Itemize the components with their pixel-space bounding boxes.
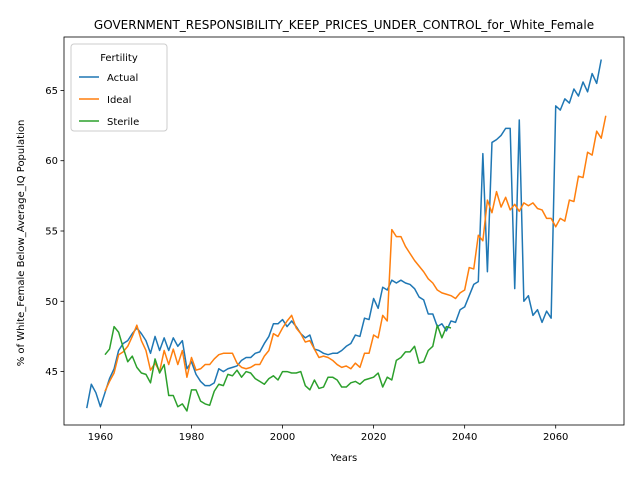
x-tick-label: 2060	[543, 432, 568, 443]
y-tick-label: 45	[45, 367, 58, 378]
y-tick-label: 55	[45, 227, 58, 238]
series-line-sterile	[104, 324, 452, 412]
legend-label-actual: Actual	[107, 73, 138, 84]
x-tick-label: 2040	[452, 432, 477, 443]
legend-label-sterile: Sterile	[107, 117, 139, 128]
legend-label-ideal: Ideal	[107, 95, 131, 106]
x-tick-label: 1980	[179, 432, 204, 443]
x-tick-label: 2020	[361, 432, 386, 443]
legend-box	[70, 43, 168, 132]
x-axis-label: Years	[330, 453, 357, 464]
series-line-actual	[86, 59, 602, 409]
y-tick-label: 50	[45, 297, 58, 308]
chart-title: GOVERNMENT_RESPONSIBILITY_KEEP_PRICES_UN…	[94, 18, 594, 32]
legend: Fertility Actual Ideal Sterile	[70, 43, 168, 132]
x-tick-label: 2000	[270, 432, 295, 443]
plot-area: 1960 1980 2000 2020 2040 2060 45 50 55 60 65	[45, 36, 625, 443]
y-tick-label: 60	[45, 156, 58, 167]
legend-title: Fertility	[100, 53, 138, 64]
y-tick-label: 65	[45, 86, 58, 97]
x-tick-label: 1960	[88, 432, 113, 443]
y-axis-label: % of White_Female Below_Average_IQ Popul…	[16, 120, 27, 367]
series-line-ideal	[104, 115, 607, 392]
